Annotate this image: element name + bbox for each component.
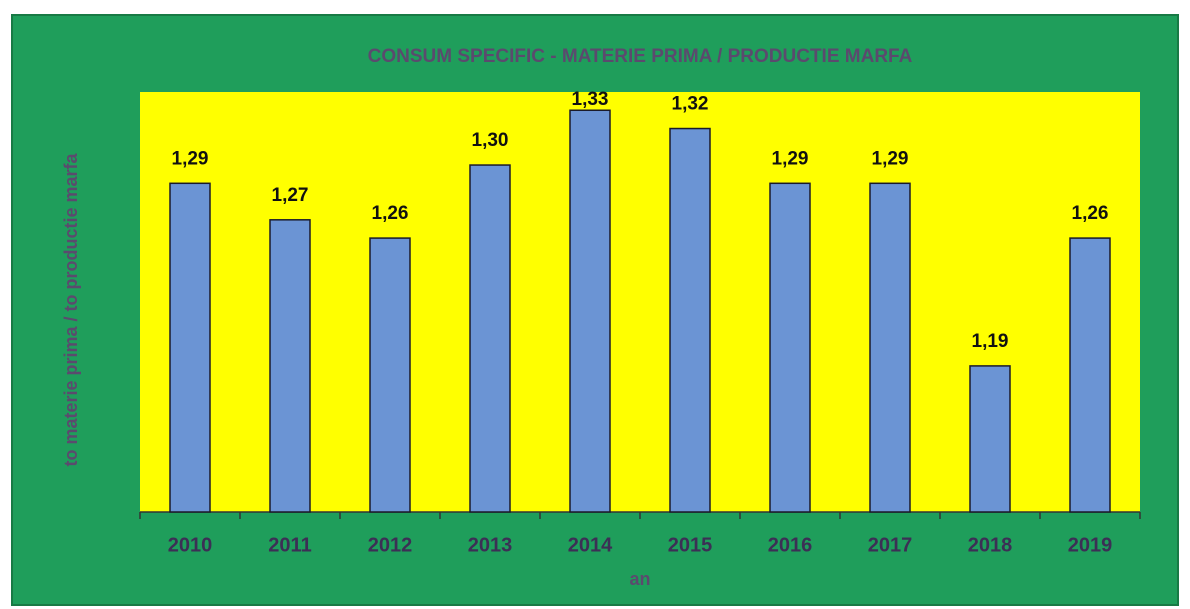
bar [1069,237,1111,513]
x-axis-label: an [629,569,650,589]
x-tick-label: 2014 [568,534,613,556]
bar [169,182,211,513]
x-tick-label: 2018 [968,534,1013,556]
data-label: 1,26 [1072,203,1109,224]
data-label: 1,26 [372,203,409,224]
x-tick-label: 2019 [1068,534,1113,556]
bar [369,237,411,513]
data-label: 1,32 [672,94,709,115]
data-label: 1,30 [472,130,509,151]
x-tick-label: 2016 [768,534,813,556]
x-tick-label: 2013 [468,534,513,556]
bar [869,182,911,513]
bar [769,182,811,513]
chart-title: CONSUM SPECIFIC - MATERIE PRIMA / PRODUC… [368,46,913,67]
data-label: 1,19 [972,331,1009,352]
y-axis-label: to materie prima / to productie marfa [61,152,81,466]
data-label: 1,29 [872,148,909,169]
x-tick-label: 2017 [868,534,913,556]
x-tick-label: 2015 [668,534,713,556]
data-label: 1,27 [272,185,309,206]
x-tick-label: 2012 [368,534,413,556]
data-label: 1,29 [172,148,209,169]
bar [269,219,311,513]
bar [669,127,711,513]
x-tick-label: 2010 [168,534,213,556]
x-tick-label: 2011 [268,534,311,556]
data-label: 1,29 [772,148,809,169]
bar [969,365,1011,513]
bar [569,109,611,513]
bar [469,164,511,513]
data-label: 1,33 [572,89,609,110]
